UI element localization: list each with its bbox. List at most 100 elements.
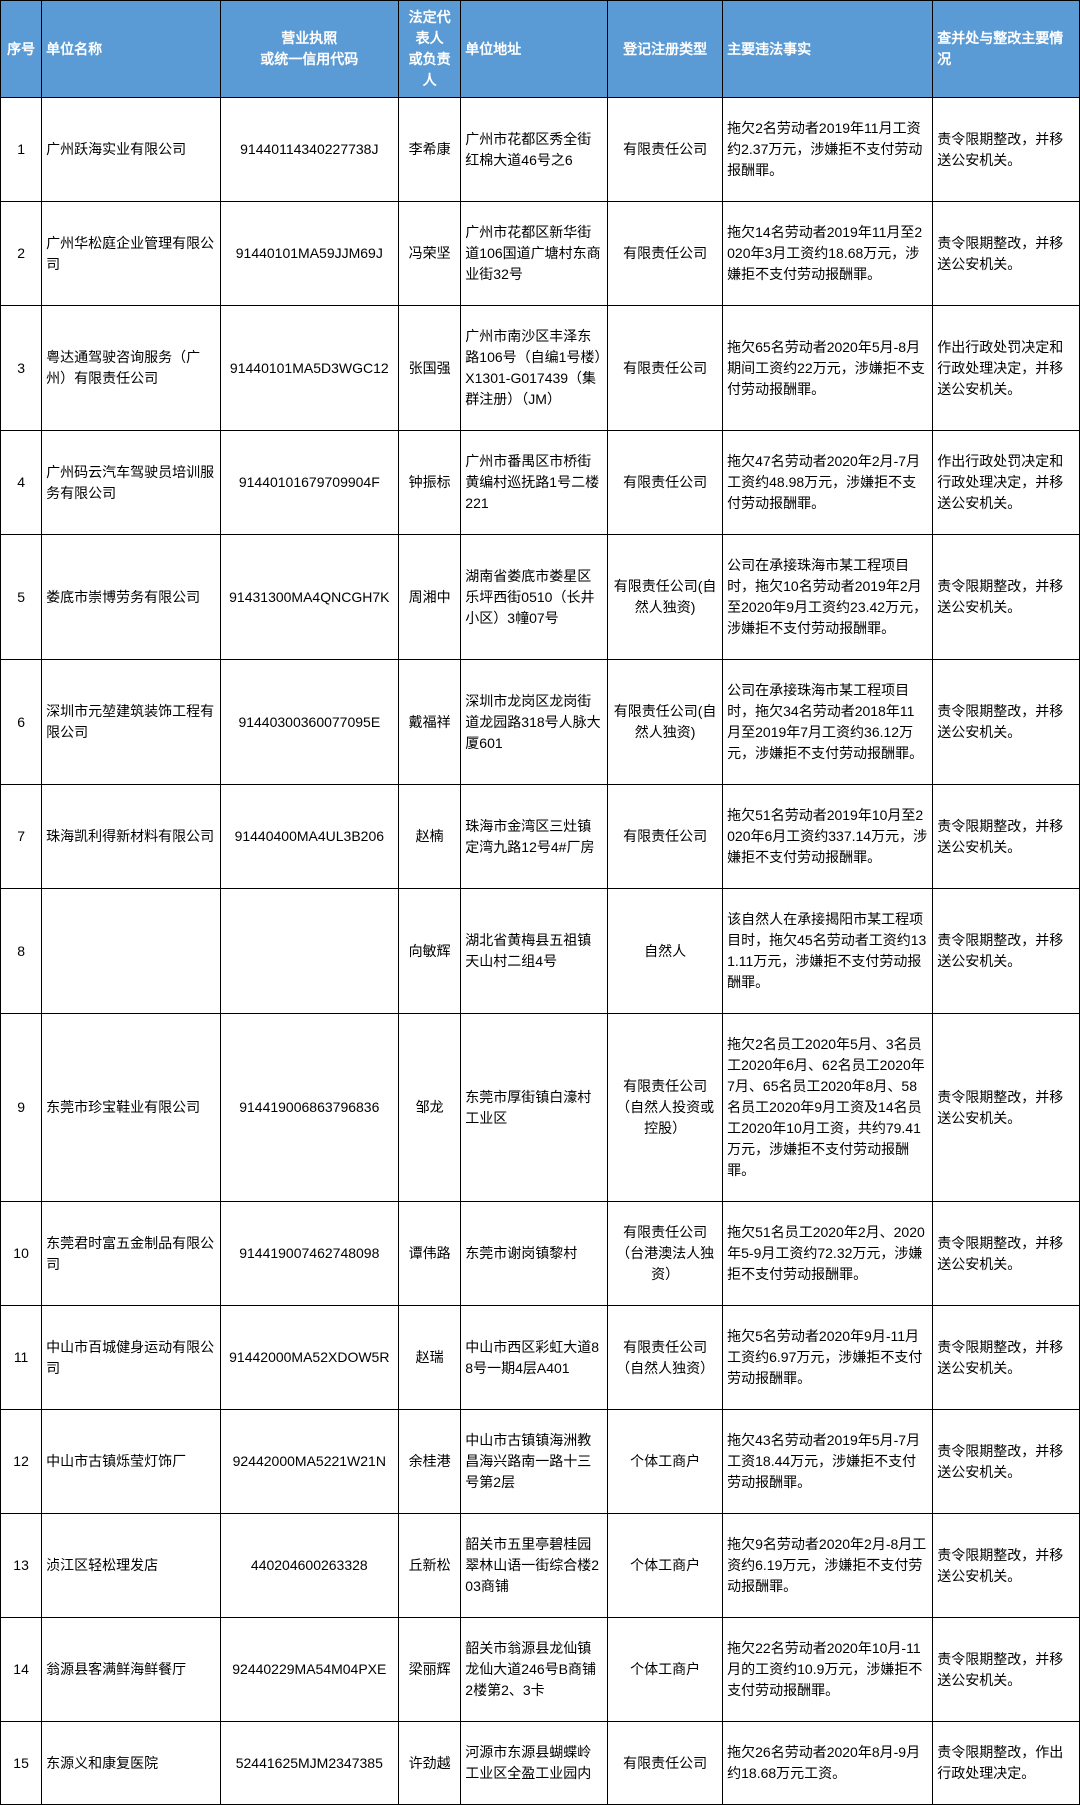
- cell-person: 邹龙: [399, 1014, 461, 1202]
- cell-type: 有限责任公司（台港澳法人独资）: [608, 1202, 723, 1306]
- table-row: 6深圳市元堃建筑装饰工程有限公司91440300360077095E戴福祥深圳市…: [1, 660, 1080, 785]
- cell-fact: 拖欠22名劳动者2020年10月-11月的工资约10.9万元，涉嫌拒不支付劳动报…: [723, 1618, 933, 1722]
- cell-addr: 河源市东源县蝴蝶岭工业区全盈工业园内: [461, 1722, 608, 1805]
- table-row: 15东源义和康复医院52441625MJM2347385许劲越河源市东源县蝴蝶岭…: [1, 1722, 1080, 1805]
- cell-name: 娄底市崇博劳务有限公司: [42, 535, 220, 660]
- cell-name: 中山市百城健身运动有限公司: [42, 1306, 220, 1410]
- cell-person: 梁丽辉: [399, 1618, 461, 1722]
- cell-code: 91440101679709904F: [220, 431, 398, 535]
- col-header-addr: 单位地址: [461, 1, 608, 98]
- table-row: 12中山市古镇烁莹灯饰厂92442000MA5221W21N余桂港中山市古镇镇海…: [1, 1410, 1080, 1514]
- table-row: 14翁源县客满鲜海鲜餐厅92440229MA54M04PXE梁丽辉韶关市翁源县龙…: [1, 1618, 1080, 1722]
- cell-person: 向敏辉: [399, 889, 461, 1014]
- col-header-penalty: 查并处与整改主要情况: [933, 1, 1080, 98]
- violation-table: 序号 单位名称 营业执照或统一信用代码 法定代表人或负责人 单位地址 登记注册类…: [0, 0, 1080, 1805]
- cell-addr: 广州市番禺区市桥街黄编村巡抚路1号二楼221: [461, 431, 608, 535]
- cell-code: 91440101MA5D3WGC12: [220, 306, 398, 431]
- cell-fact: 拖欠51名劳动者2019年10月至2020年6月工资约337.14万元，涉嫌拒不…: [723, 785, 933, 889]
- cell-penalty: 作出行政处罚决定和行政处理决定，并移送公安机关。: [933, 431, 1080, 535]
- cell-seq: 6: [1, 660, 42, 785]
- cell-fact: 拖欠2名员工2020年5月、3名员工2020年6月、62名员工2020年7月、6…: [723, 1014, 933, 1202]
- cell-addr: 湖南省娄底市娄星区乐坪西街0510（长井小区）3幢07号: [461, 535, 608, 660]
- table-row: 3粤达通驾驶咨询服务（广州）有限责任公司91440101MA5D3WGC12张国…: [1, 306, 1080, 431]
- cell-seq: 9: [1, 1014, 42, 1202]
- cell-addr: 广州市花都区秀全街红棉大道46号之6: [461, 98, 608, 202]
- cell-type: 个体工商户: [608, 1618, 723, 1722]
- cell-person: 李希康: [399, 98, 461, 202]
- cell-type: 有限责任公司: [608, 98, 723, 202]
- cell-name: [42, 889, 220, 1014]
- cell-fact: 拖欠2名劳动者2019年11月工资约2.37万元，涉嫌拒不支付劳动报酬罪。: [723, 98, 933, 202]
- cell-penalty: 责令限期整改，并移送公安机关。: [933, 1202, 1080, 1306]
- cell-seq: 3: [1, 306, 42, 431]
- cell-code: 914419007462748098: [220, 1202, 398, 1306]
- cell-fact: 拖欠26名劳动者2020年8月-9月约18.68万元工资。: [723, 1722, 933, 1805]
- cell-penalty: 责令限期整改，并移送公安机关。: [933, 1410, 1080, 1514]
- cell-seq: 1: [1, 98, 42, 202]
- table-row: 1广州跃海实业有限公司91440114340227738J李希康广州市花都区秀全…: [1, 98, 1080, 202]
- table-row: 9东莞市珍宝鞋业有限公司914419006863796836邹龙东莞市厚街镇白濠…: [1, 1014, 1080, 1202]
- cell-code: 91442000MA52XDOW5R: [220, 1306, 398, 1410]
- cell-penalty: 作出行政处罚决定和行政处理决定，并移送公安机关。: [933, 306, 1080, 431]
- col-header-code: 营业执照或统一信用代码: [220, 1, 398, 98]
- cell-fact: 拖欠9名劳动者2020年2月-8月工资约6.19万元，涉嫌拒不支付劳动报酬罪。: [723, 1514, 933, 1618]
- cell-seq: 10: [1, 1202, 42, 1306]
- cell-addr: 中山市古镇镇海洲教昌海兴路南一路十三号第2层: [461, 1410, 608, 1514]
- cell-fact: 该自然人在承接揭阳市某工程项目时，拖欠45名劳动者工资约131.11万元，涉嫌拒…: [723, 889, 933, 1014]
- col-header-person: 法定代表人或负责人: [399, 1, 461, 98]
- table-row: 11中山市百城健身运动有限公司91442000MA52XDOW5R赵瑞中山市西区…: [1, 1306, 1080, 1410]
- cell-name: 珠海凯利得新材料有限公司: [42, 785, 220, 889]
- col-header-fact: 主要违法事实: [723, 1, 933, 98]
- cell-person: 戴福祥: [399, 660, 461, 785]
- cell-name: 东源义和康复医院: [42, 1722, 220, 1805]
- cell-penalty: 责令限期整改，并移送公安机关。: [933, 98, 1080, 202]
- cell-person: 钟振标: [399, 431, 461, 535]
- cell-seq: 8: [1, 889, 42, 1014]
- cell-person: 张国强: [399, 306, 461, 431]
- cell-type: 有限责任公司: [608, 306, 723, 431]
- cell-code: 914419006863796836: [220, 1014, 398, 1202]
- cell-type: 有限责任公司: [608, 785, 723, 889]
- cell-fact: 公司在承接珠海市某工程项目时，拖欠10名劳动者2019年2月至2020年9月工资…: [723, 535, 933, 660]
- table-header: 序号 单位名称 营业执照或统一信用代码 法定代表人或负责人 单位地址 登记注册类…: [1, 1, 1080, 98]
- cell-name: 广州华松庭企业管理有限公司: [42, 202, 220, 306]
- cell-code: 92440229MA54M04PXE: [220, 1618, 398, 1722]
- cell-type: 有限责任公司（自然人独资）: [608, 1306, 723, 1410]
- cell-seq: 14: [1, 1618, 42, 1722]
- cell-name: 粤达通驾驶咨询服务（广州）有限责任公司: [42, 306, 220, 431]
- table-row: 10东莞君时富五金制品有限公司914419007462748098谭伟路东莞市谢…: [1, 1202, 1080, 1306]
- cell-type: 有限责任公司(自然人独资): [608, 660, 723, 785]
- cell-type: 有限责任公司: [608, 431, 723, 535]
- cell-code: 92442000MA5221W21N: [220, 1410, 398, 1514]
- cell-type: 有限责任公司: [608, 1722, 723, 1805]
- cell-code: 91440114340227738J: [220, 98, 398, 202]
- cell-penalty: 责令限期整改，并移送公安机关。: [933, 1618, 1080, 1722]
- cell-fact: 拖欠65名劳动者2020年5月-8月期间工资约22万元，涉嫌拒不支付劳动报酬罪。: [723, 306, 933, 431]
- cell-code: [220, 889, 398, 1014]
- cell-fact: 拖欠5名劳动者2020年9月-11月工资约6.97万元，涉嫌拒不支付劳动报酬罪。: [723, 1306, 933, 1410]
- col-header-name: 单位名称: [42, 1, 220, 98]
- cell-name: 东莞市珍宝鞋业有限公司: [42, 1014, 220, 1202]
- cell-person: 冯荣坚: [399, 202, 461, 306]
- cell-fact: 拖欠51名员工2020年2月、2020年5-9月工资约72.32万元，涉嫌拒不支…: [723, 1202, 933, 1306]
- cell-seq: 13: [1, 1514, 42, 1618]
- cell-seq: 2: [1, 202, 42, 306]
- cell-addr: 东莞市厚街镇白濠村工业区: [461, 1014, 608, 1202]
- cell-penalty: 责令限期整改，并移送公安机关。: [933, 889, 1080, 1014]
- cell-penalty: 责令限期整改，并移送公安机关。: [933, 1014, 1080, 1202]
- cell-penalty: 责令限期整改，并移送公安机关。: [933, 1306, 1080, 1410]
- cell-type: 自然人: [608, 889, 723, 1014]
- cell-name: 翁源县客满鲜海鲜餐厅: [42, 1618, 220, 1722]
- cell-addr: 中山市西区彩虹大道88号一期4层A401: [461, 1306, 608, 1410]
- table-row: 8向敏辉湖北省黄梅县五祖镇天山村二组4号自然人该自然人在承接揭阳市某工程项目时，…: [1, 889, 1080, 1014]
- table-row: 13浈江区轻松理发店440204600263328丘新松韶关市五里亭碧桂园翠林山…: [1, 1514, 1080, 1618]
- cell-name: 深圳市元堃建筑装饰工程有限公司: [42, 660, 220, 785]
- cell-code: 91440101MA59JJM69J: [220, 202, 398, 306]
- cell-penalty: 责令限期整改，并移送公安机关。: [933, 660, 1080, 785]
- col-header-type: 登记注册类型: [608, 1, 723, 98]
- cell-seq: 5: [1, 535, 42, 660]
- cell-name: 广州跃海实业有限公司: [42, 98, 220, 202]
- cell-seq: 7: [1, 785, 42, 889]
- cell-name: 东莞君时富五金制品有限公司: [42, 1202, 220, 1306]
- cell-type: 有限责任公司（自然人投资或控股）: [608, 1014, 723, 1202]
